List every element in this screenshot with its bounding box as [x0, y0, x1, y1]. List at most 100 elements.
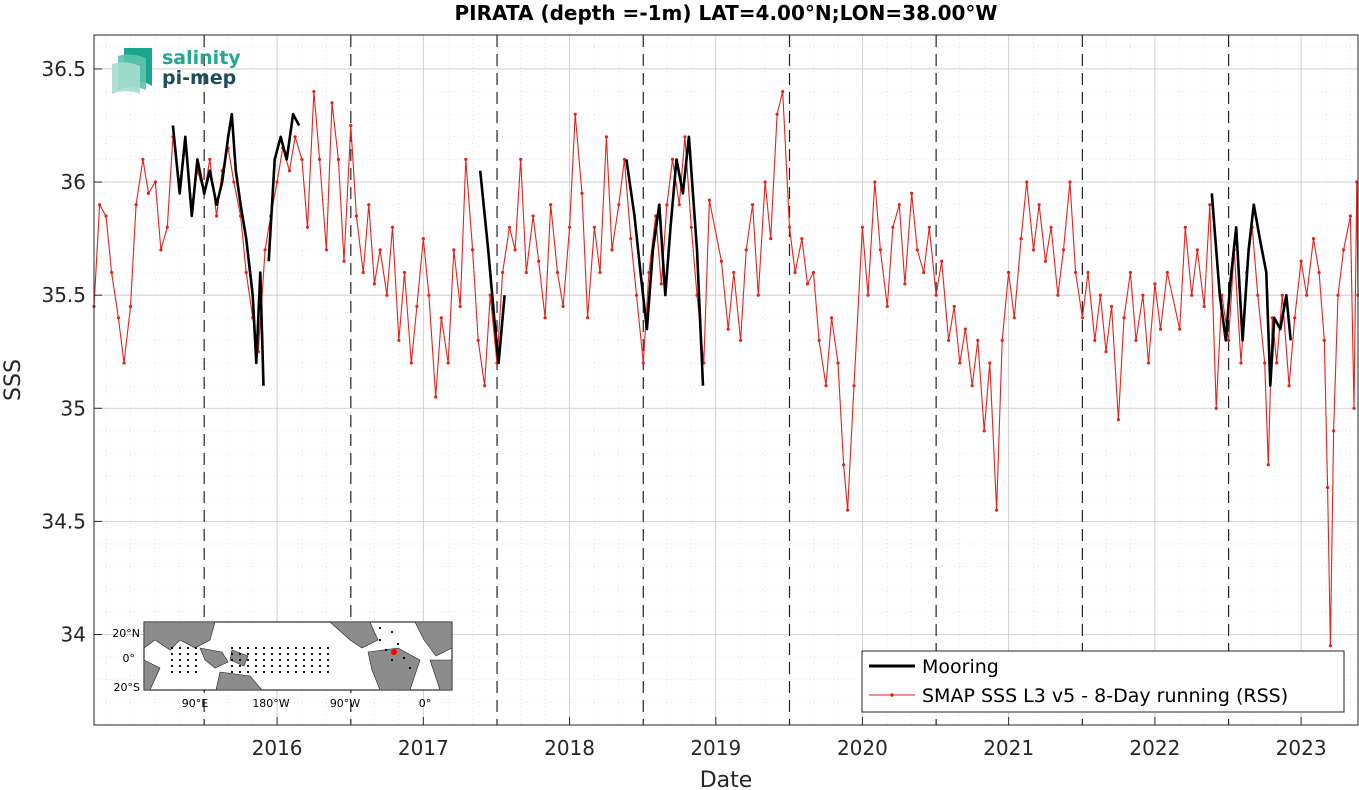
- mooring-dot: [178, 658, 182, 662]
- inset-xlabel-180w: 180°W: [252, 697, 289, 710]
- smap-sss-point: [677, 203, 681, 207]
- mooring-dot: [178, 646, 182, 650]
- inset-xlabel-90w: 90°W: [330, 697, 360, 710]
- mooring-dot: [186, 646, 190, 650]
- smap-sss-point: [421, 237, 425, 241]
- mooring-dot: [186, 652, 190, 656]
- mooring-dot: [310, 652, 314, 656]
- smap-sss-point: [1287, 384, 1291, 388]
- smap-sss-point: [476, 338, 480, 342]
- smap-sss-point: [1348, 214, 1352, 218]
- smap-sss-point: [707, 198, 712, 202]
- smap-sss-point: [409, 361, 413, 365]
- smap-sss-point: [439, 316, 443, 320]
- smap-sss-point: [263, 248, 267, 252]
- smap-sss-point: [1214, 406, 1218, 410]
- smap-sss-point: [852, 384, 856, 388]
- smap-sss-point: [1031, 248, 1036, 252]
- smap-sss-point: [805, 282, 810, 286]
- smap-sss-point: [732, 270, 736, 275]
- smap-sss-point: [1266, 463, 1270, 467]
- smap-sss-point: [860, 225, 865, 229]
- smap-sss-point: [1134, 338, 1138, 342]
- inset-xlabel-0: 0°: [419, 697, 432, 710]
- mooring-dot: [310, 658, 314, 662]
- smap-sss-point: [378, 248, 382, 252]
- smap-sss-point: [811, 270, 816, 275]
- smap-sss-point: [1227, 338, 1231, 342]
- smap-sss-point: [1263, 361, 1267, 365]
- mooring-dot: [230, 652, 234, 656]
- mooring-dot: [262, 658, 266, 662]
- smap-sss-point: [458, 304, 462, 309]
- smap-sss-point: [293, 135, 297, 139]
- smap-sss-point: [397, 338, 401, 342]
- mooring-dot: [238, 652, 242, 656]
- smap-sss-point: [1025, 180, 1029, 184]
- land-masses: [143, 621, 453, 691]
- smap-sss-point: [1336, 293, 1340, 297]
- smap-sss-point: [471, 248, 475, 252]
- smap-sss-point: [153, 180, 157, 184]
- smap-sss-point: [561, 304, 565, 309]
- x-tick-label: 2020: [837, 736, 888, 760]
- smap-sss-point: [232, 180, 236, 184]
- inset-ylabel-equator: 0°: [123, 652, 136, 665]
- mooring-dot: [310, 646, 314, 650]
- smap-sss-point: [354, 214, 358, 218]
- mooring-dot: [326, 658, 330, 662]
- smap-sss-point: [873, 180, 877, 184]
- mooring-dot: [254, 670, 258, 674]
- smap-sss-point: [629, 237, 633, 241]
- smap-sss-point: [1317, 270, 1321, 275]
- mooring-dot: [270, 652, 274, 656]
- smap-sss-point: [763, 180, 767, 184]
- smap-sss-point: [573, 112, 577, 116]
- logo-line2: pi-mep: [162, 67, 236, 89]
- smap-sss-point: [641, 361, 645, 365]
- smap-sss-point: [452, 248, 456, 252]
- mooring-dot: [318, 646, 322, 650]
- smap-sss-point: [824, 384, 828, 388]
- mooring-dot: [246, 658, 250, 662]
- smap-sss-point: [952, 304, 956, 309]
- smap-sss-point: [349, 123, 353, 128]
- waves-icon: [112, 48, 152, 94]
- mooring-dot: [170, 670, 174, 674]
- smap-sss-point: [598, 270, 602, 275]
- mooring-dot: [286, 646, 290, 650]
- smap-sss-point: [116, 316, 120, 320]
- mooring-dot: [378, 638, 382, 642]
- y-tick-label: 34.5: [41, 509, 86, 533]
- smap-sss-point: [866, 293, 870, 297]
- mooring-dot: [194, 664, 198, 668]
- y-tick-label: 34: [61, 623, 86, 647]
- x-tick-label: 2017: [398, 736, 449, 760]
- smap-sss-point: [555, 270, 560, 275]
- legend-box: [861, 650, 1345, 713]
- smap-sss-point: [287, 169, 292, 173]
- mooring-dot: [384, 648, 388, 652]
- mooring-array-dots: [170, 626, 412, 674]
- smap-sss-point: [744, 248, 748, 252]
- smap-sss-point: [372, 282, 376, 286]
- smap-sss-point: [110, 270, 114, 275]
- mooring-dot: [254, 646, 258, 650]
- smap-sss-point: [1275, 361, 1279, 365]
- smap-sss-point: [726, 327, 730, 331]
- smap-sss-point: [976, 338, 980, 342]
- smap-sss-point: [647, 270, 651, 275]
- mooring-dot: [318, 664, 322, 668]
- mooring-dot: [278, 658, 282, 662]
- smap-sss-point: [275, 180, 279, 184]
- x-axis: 2016 2017 2018 2019 2020 2021 2022 2023: [252, 717, 1327, 760]
- mooring-dot: [294, 664, 298, 668]
- smap-sss-point: [800, 237, 804, 241]
- smap-sss-point: [336, 157, 340, 161]
- smap-sss-point: [1332, 429, 1336, 433]
- smap-sss-point: [1104, 350, 1108, 354]
- mooring-dot: [186, 664, 190, 668]
- inset-map: 20°N 0° 20°S 90°E 180°W 90°W 0°: [112, 621, 453, 710]
- smap-sss-point: [1146, 361, 1151, 365]
